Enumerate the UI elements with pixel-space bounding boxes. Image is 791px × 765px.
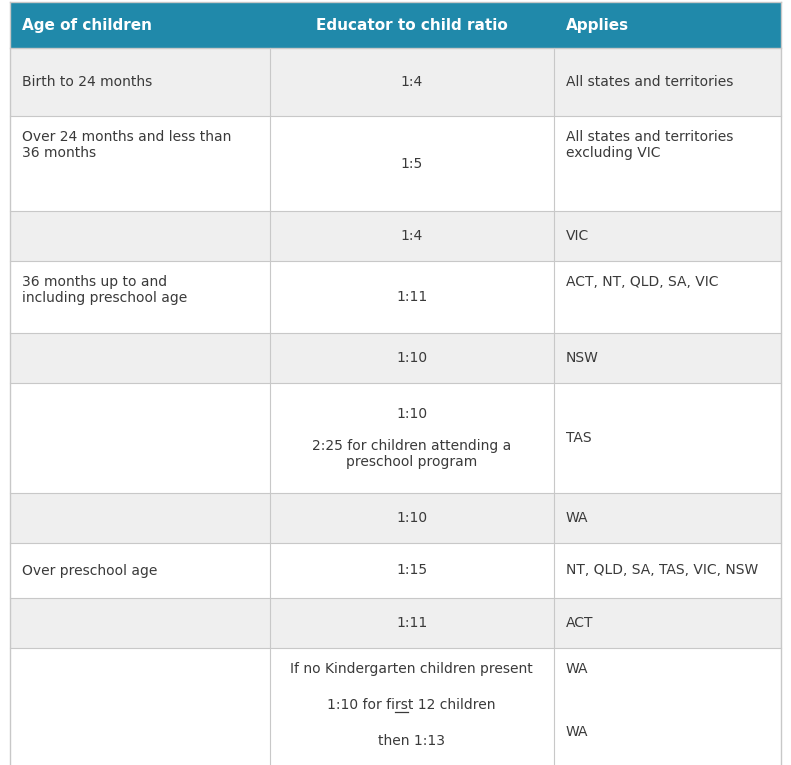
Text: If no Kindergarten children present: If no Kindergarten children present (290, 662, 533, 676)
Bar (10, 543, 781, 598)
Bar (10, 211, 781, 261)
Text: 1:11: 1:11 (396, 290, 427, 304)
Text: WA: WA (566, 511, 588, 525)
Text: 36 months up to and
including preschool age: 36 months up to and including preschool … (22, 275, 187, 305)
Text: 1:10: 1:10 (396, 511, 427, 525)
Text: All states and territories
excluding VIC: All states and territories excluding VIC (566, 130, 733, 160)
Text: VIC: VIC (566, 229, 589, 243)
Text: 1:4: 1:4 (400, 75, 423, 89)
Text: 1:10 for first 12 children: 1:10 for first 12 children (327, 698, 496, 712)
Text: ACT, NT, QLD, SA, VIC: ACT, NT, QLD, SA, VIC (566, 275, 718, 289)
Text: 1:10

2:25 for children attending a
preschool program: 1:10 2:25 for children attending a presc… (312, 407, 511, 469)
Text: 1:10: 1:10 (396, 351, 427, 365)
Text: NT, QLD, SA, TAS, VIC, NSW: NT, QLD, SA, TAS, VIC, NSW (566, 564, 758, 578)
Text: TAS: TAS (566, 431, 591, 445)
Bar (10, 2, 781, 48)
Bar (10, 648, 781, 765)
Bar (10, 493, 781, 543)
Text: NSW: NSW (566, 351, 599, 365)
Bar (554, 649, 780, 765)
Text: Over 24 months and less than
36 months: Over 24 months and less than 36 months (22, 130, 232, 160)
Bar (10, 116, 781, 211)
Text: Applies: Applies (566, 18, 629, 32)
Text: All states and territories: All states and territories (566, 75, 733, 89)
Text: Over preschool age: Over preschool age (22, 564, 157, 578)
Text: then 1:13: then 1:13 (378, 734, 445, 748)
Text: Age of children: Age of children (22, 18, 152, 32)
Text: 1:15: 1:15 (396, 564, 427, 578)
Text: 1:4: 1:4 (400, 229, 423, 243)
Text: Birth to 24 months: Birth to 24 months (22, 75, 152, 89)
Text: WA: WA (566, 662, 588, 676)
Text: Educator to child ratio: Educator to child ratio (316, 18, 508, 32)
Bar (10, 598, 781, 648)
Text: ACT: ACT (566, 616, 593, 630)
Bar (10, 333, 781, 383)
Bar (10, 261, 781, 333)
Text: WA: WA (566, 725, 588, 739)
Bar (10, 48, 781, 116)
Text: 1:11: 1:11 (396, 616, 427, 630)
Bar (10, 383, 781, 493)
Text: 1:5: 1:5 (400, 157, 423, 171)
